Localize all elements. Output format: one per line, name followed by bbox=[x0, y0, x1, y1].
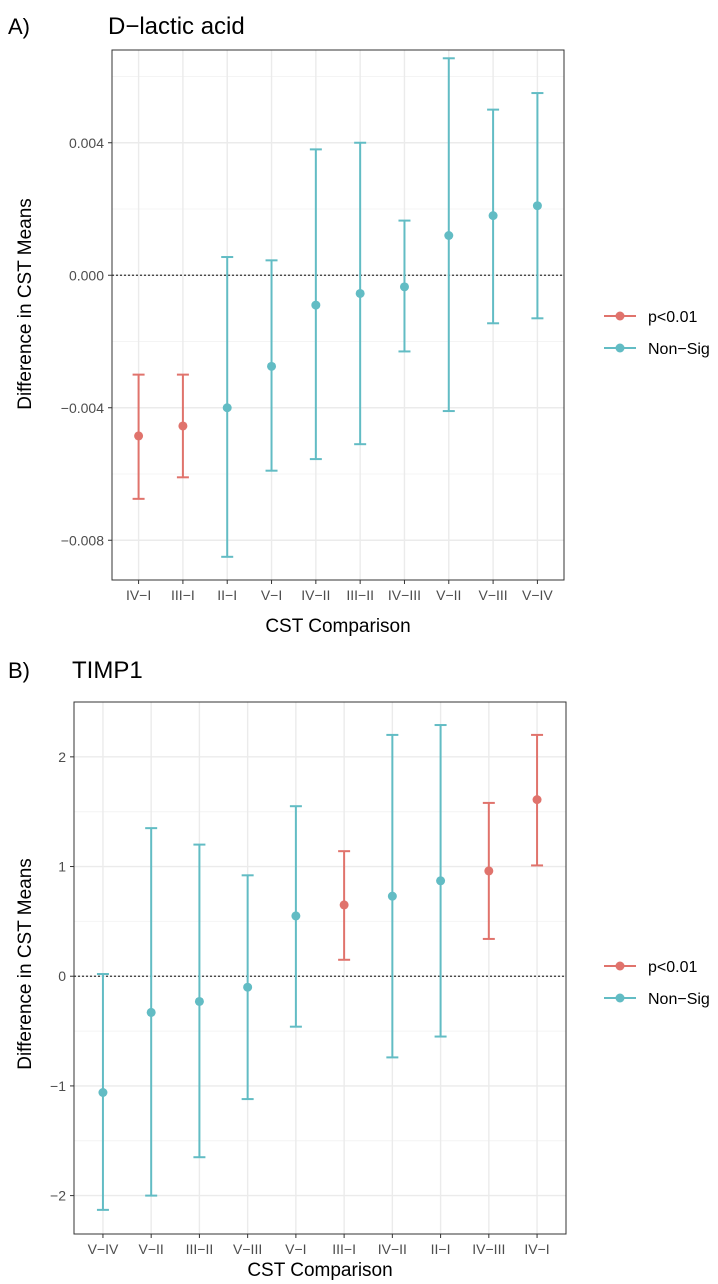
panel-b-x-tick-label: IV−II bbox=[378, 1241, 407, 1257]
panel-b-point-estimate bbox=[436, 876, 446, 886]
legend-b-swatch-dot-nonsig bbox=[615, 993, 625, 1003]
panel-b-y-tick-label: −1 bbox=[50, 1078, 66, 1094]
panel-b-point-estimate bbox=[339, 900, 349, 910]
legend-a-swatch-dot-nonsig bbox=[615, 343, 625, 353]
panel-a-legend: p<0.01 Non−Sig bbox=[604, 309, 710, 358]
panel-a-point-estimate bbox=[222, 403, 232, 413]
legend-b-label-nonsig: Non−Sig bbox=[648, 991, 710, 1008]
panel-a-x-tick-label: V−III bbox=[479, 587, 508, 603]
panel-a-x-axis-title: CST Comparison bbox=[265, 616, 410, 637]
panel-b-x-tick-label: III−II bbox=[186, 1241, 214, 1257]
panel-a-x-tick-label: III−II bbox=[346, 587, 374, 603]
panel-a-border bbox=[111, 49, 565, 581]
panel-a-x-tick-label: IV−II bbox=[301, 587, 330, 603]
panel-b-y-tick-label: −2 bbox=[50, 1188, 66, 1204]
panel-b-point-estimate bbox=[387, 891, 397, 901]
panel-a-y-axis-title: Difference in CST Means bbox=[15, 198, 36, 410]
panel-a: A) D−lactic acid −0.008−0.0040.0000.004 … bbox=[8, 13, 710, 637]
panel-a-point-estimate bbox=[488, 211, 498, 221]
legend-b-swatch-dot-sig bbox=[615, 961, 625, 971]
panel-a-y-tick-label: −0.004 bbox=[61, 400, 104, 416]
panel-b-title: TIMP1 bbox=[72, 657, 143, 684]
panel-a-x-tick-label: IV−I bbox=[126, 587, 151, 603]
panel-b-point-estimate bbox=[243, 982, 253, 992]
legend-b-label-sig: p<0.01 bbox=[648, 959, 697, 976]
panel-b-border bbox=[73, 701, 567, 1235]
panel-b-x-tick-label: II−I bbox=[431, 1241, 451, 1257]
panel-b-x-tick-label: V−IV bbox=[88, 1241, 119, 1257]
legend-a-swatch-dot-sig bbox=[615, 311, 625, 321]
panel-b-x-tick-label: V−III bbox=[233, 1241, 262, 1257]
panel-b-x-tick-label: IV−I bbox=[524, 1241, 549, 1257]
panel-b-point-estimate bbox=[484, 866, 494, 876]
panel-a-point-estimate bbox=[178, 421, 188, 431]
panel-b-x-axis-title: CST Comparison bbox=[247, 1260, 392, 1281]
legend-a-label-sig: p<0.01 bbox=[648, 309, 697, 326]
panel-a-point-estimate bbox=[311, 300, 321, 310]
panel-a-point-estimate bbox=[444, 231, 454, 240]
panel-b-x-tick-label: V−II bbox=[139, 1241, 164, 1257]
panel-a-gridlines bbox=[112, 50, 564, 580]
panel-a-point-estimate bbox=[355, 288, 365, 298]
panel-a-x-tick-label: V−II bbox=[436, 587, 461, 603]
panel-b-x-tick-label: III−I bbox=[332, 1241, 356, 1257]
panel-b-point-estimate bbox=[532, 795, 542, 805]
panel-b-y-ticks: −2 −1 0 1 2 bbox=[50, 749, 74, 1204]
panel-a-x-tick-label: V−I bbox=[261, 587, 282, 603]
panel-a-point-estimate bbox=[399, 282, 409, 292]
panel-a-marks bbox=[112, 57, 564, 558]
panel-b-y-axis-title: Difference in CST Means bbox=[15, 858, 36, 1070]
panel-b-y-tick-label: 0 bbox=[58, 968, 66, 984]
panel-a-y-tick-label: 0.000 bbox=[69, 267, 104, 283]
panel-a-title: D−lactic acid bbox=[108, 13, 245, 40]
panel-a-x-tick-label: IV−III bbox=[388, 587, 421, 603]
panel-b-point-estimate bbox=[146, 1007, 156, 1017]
panel-a-x-ticks: IV−I III−I II−I V−I IV−II III−II IV−III V−II V−I… bbox=[126, 580, 553, 603]
panel-a-point-estimate bbox=[134, 431, 144, 441]
panel-a-x-tick-label: V−IV bbox=[522, 587, 553, 603]
panel-b-x-ticks: V−IV V−II III−II V−III V−I III−I IV−II II−I IV−I… bbox=[88, 1234, 550, 1257]
panel-b-x-tick-label: V−I bbox=[285, 1241, 306, 1257]
panel-b-point-estimate bbox=[194, 996, 204, 1006]
panel-b-x-tick-label: IV−III bbox=[472, 1241, 505, 1257]
panel-a-x-tick-label: II−I bbox=[217, 587, 237, 603]
panel-b-point-estimate bbox=[291, 911, 301, 921]
panel-b-gridlines bbox=[74, 702, 566, 1234]
panel-a-y-tick-label: 0.004 bbox=[69, 135, 104, 151]
panel-a-y-tick-label: −0.008 bbox=[61, 532, 104, 548]
panel-b-legend: p<0.01 Non−Sig bbox=[604, 959, 710, 1008]
panel-a-point-estimate bbox=[267, 361, 277, 371]
panel-a-y-ticks: −0.008 −0.004 0.000 0.004 bbox=[61, 135, 112, 548]
panel-a-point-estimate bbox=[532, 201, 542, 211]
panel-b-marks bbox=[74, 724, 566, 1211]
panel-b-y-tick-label: 2 bbox=[58, 749, 66, 765]
panel-a-label: A) bbox=[8, 14, 30, 39]
panel-b-point-estimate bbox=[98, 1087, 108, 1097]
panel-b-y-tick-label: 1 bbox=[58, 859, 66, 875]
panel-b-label: B) bbox=[8, 658, 30, 683]
legend-a-label-nonsig: Non−Sig bbox=[648, 341, 710, 358]
panel-a-x-tick-label: III−I bbox=[171, 587, 195, 603]
